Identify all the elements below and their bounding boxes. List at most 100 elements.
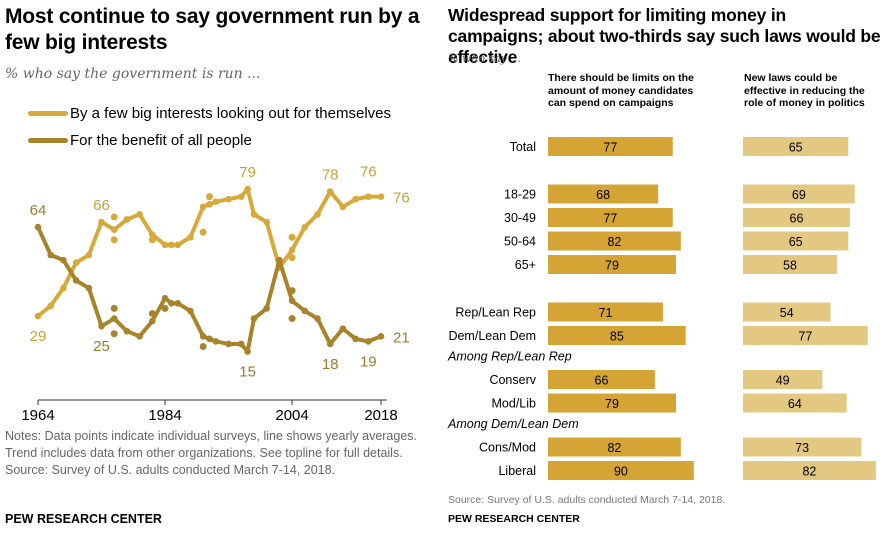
data-label: 29 xyxy=(30,328,47,345)
data-point xyxy=(34,223,42,231)
bar-new-laws xyxy=(743,137,849,156)
notes: Notes: Data points indicate individual s… xyxy=(5,428,435,479)
source-text: Source: Survey of U.S. adults conducted … xyxy=(5,463,336,477)
data-point xyxy=(244,185,251,193)
survey-point xyxy=(199,342,207,350)
legend: By a few big interests looking out for t… xyxy=(28,100,391,154)
data-point xyxy=(136,211,143,218)
bar-new-laws xyxy=(743,231,849,251)
data-point xyxy=(339,203,347,211)
chart-subtitle: % who say ... xyxy=(448,52,521,65)
row-label: 50-64 xyxy=(504,235,536,249)
row-label: Liberal xyxy=(498,464,536,478)
data-point xyxy=(136,333,143,340)
bar-value-label: 66 xyxy=(790,212,804,226)
data-point xyxy=(212,338,220,345)
bar-new-laws xyxy=(743,437,862,457)
bar-limits xyxy=(548,208,673,227)
bar-value-label: 65 xyxy=(789,235,803,249)
bar-chart: Total 77 65 18-29 68 69 30-49 77 66 50-64 82 65 65+ 7… xyxy=(447,137,876,480)
data-point xyxy=(149,231,156,239)
data-label: 64 xyxy=(30,202,47,219)
bar-value-label: 90 xyxy=(614,465,628,479)
source-text: Source: Survey of U.S. adults conducted … xyxy=(448,494,726,506)
legend-swatch xyxy=(28,111,68,116)
legend-item-big-interests: By a few big interests looking out for t… xyxy=(28,100,391,127)
data-point xyxy=(326,340,334,348)
bar-new-laws xyxy=(743,255,837,274)
data-point xyxy=(60,284,67,292)
data-point xyxy=(276,256,283,264)
data-point xyxy=(206,200,213,208)
line-chart-panel: Most continue to say government run by a… xyxy=(0,0,440,533)
x-tick-label: 1964 xyxy=(21,407,54,424)
survey-point xyxy=(110,213,118,221)
bar-value-label: 69 xyxy=(792,188,806,202)
bar-new-laws xyxy=(743,302,831,322)
survey-point xyxy=(288,233,296,241)
data-point xyxy=(288,297,296,305)
x-tick-label: 2018 xyxy=(364,407,397,424)
data-point xyxy=(72,259,80,266)
data-label: 78 xyxy=(322,167,339,184)
data-point xyxy=(225,195,232,203)
data-label: 25 xyxy=(93,338,110,355)
survey-point xyxy=(288,254,296,262)
data-point xyxy=(72,277,80,284)
bar-new-laws xyxy=(743,184,855,204)
legend-label: By a few big interests looking out for t… xyxy=(70,105,391,122)
bar-limits xyxy=(548,184,659,204)
data-point xyxy=(98,218,105,226)
x-tick-label: 2004 xyxy=(275,407,308,424)
bar-value-label: 77 xyxy=(603,141,617,155)
column-header-limits: There should be limits on the amount of … xyxy=(548,72,694,109)
data-point xyxy=(110,226,118,233)
row-label: Cons/Mod xyxy=(479,441,536,455)
group-header: Among Rep/Lean Rep xyxy=(447,350,572,364)
bar-value-label: 77 xyxy=(603,212,617,226)
line-chart: 1964 1984 2004 2018 29 66 79 78 76 76 64 25 15 18 19 21 xyxy=(21,164,410,424)
data-label: 79 xyxy=(239,164,256,181)
brand-logo: PEW RESEARCH CENTER xyxy=(5,512,162,526)
legend-swatch xyxy=(28,138,68,143)
bar-value-label: 71 xyxy=(599,306,613,320)
brand-logo: PEW RESEARCH CENTER xyxy=(448,513,580,525)
bar-value-label: 85 xyxy=(610,330,624,344)
bar-new-laws xyxy=(743,370,823,389)
data-label: 19 xyxy=(360,353,377,370)
bar-new-laws xyxy=(743,208,850,227)
data-point xyxy=(34,312,42,320)
bar-value-label: 79 xyxy=(605,259,619,273)
notes-text: Notes: Data points indicate individual s… xyxy=(5,429,418,460)
data-point xyxy=(212,198,220,205)
data-point xyxy=(377,333,385,340)
bar-limits xyxy=(548,302,664,322)
data-point xyxy=(168,241,175,249)
data-point xyxy=(187,233,194,241)
data-point xyxy=(187,307,194,315)
row-label: Conserv xyxy=(489,373,536,387)
data-point xyxy=(225,340,232,348)
bar-value-label: 79 xyxy=(605,397,619,411)
data-point xyxy=(288,246,296,254)
data-point xyxy=(85,284,93,292)
data-point xyxy=(352,195,359,203)
data-label: 21 xyxy=(393,329,410,346)
bar-value-label: 65 xyxy=(789,141,803,155)
survey-point xyxy=(288,315,296,323)
bar-limits xyxy=(548,461,694,480)
data-point xyxy=(47,302,55,310)
column-header-new-laws: New laws could be effective in reducing … xyxy=(744,72,865,109)
bar-value-label: 82 xyxy=(607,235,621,249)
bar-limits xyxy=(548,231,681,251)
survey-point xyxy=(110,330,118,338)
bar-limits xyxy=(548,370,655,389)
chart-title: Widespread support for limiting money in… xyxy=(448,5,881,67)
bar-value-label: 82 xyxy=(607,441,621,455)
bar-value-label: 58 xyxy=(783,259,797,273)
legend-item-benefit-all: For the benefit of all people xyxy=(28,127,391,154)
data-point xyxy=(161,241,169,249)
data-point xyxy=(352,335,359,343)
data-point xyxy=(174,241,182,249)
data-label: 76 xyxy=(360,164,377,181)
